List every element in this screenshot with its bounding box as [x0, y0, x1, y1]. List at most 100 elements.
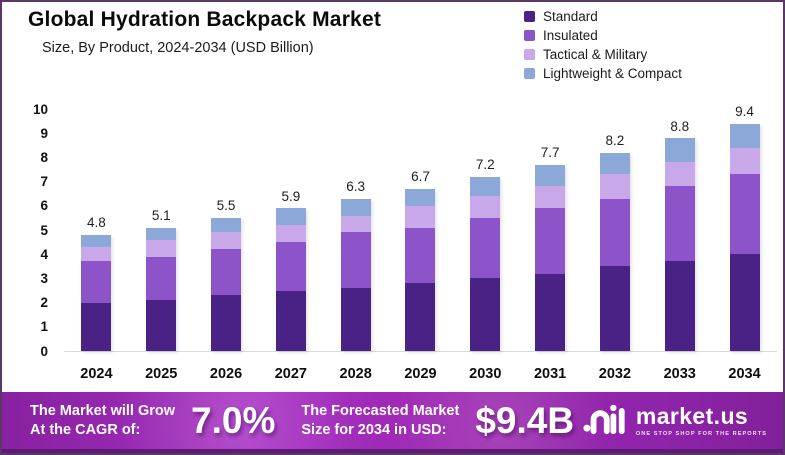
bar-total-label: 5.1 — [151, 208, 171, 224]
y-axis-tick-label: 7 — [40, 173, 48, 189]
legend-item-lightweight-compact: Lightweight & Compact — [524, 66, 682, 81]
bar-total-label: 6.7 — [411, 169, 430, 185]
bar-segment-lightweight-compact — [405, 188, 436, 206]
x-axis-label: 2028 — [339, 366, 372, 382]
bar-segment-tactical-military — [470, 196, 501, 218]
cagr-label: The Market will Grow At the CAGR of: — [30, 402, 175, 440]
bar-segment-insulated — [146, 256, 177, 301]
bar-segment-tactical-military — [211, 232, 242, 250]
x-axis-label: 2024 — [80, 366, 113, 382]
legend-swatch-standard — [524, 11, 535, 22]
bar-total-label: 5.5 — [216, 198, 236, 214]
bar-column-2031: 7.7 2031 — [518, 109, 583, 382]
bar-segment-insulated — [729, 174, 760, 255]
bar-segment-tactical-military — [405, 205, 436, 228]
bar-total-label: 9.4 — [735, 104, 754, 120]
legend-label: Lightweight & Compact — [543, 66, 682, 81]
bar-segment-insulated — [405, 227, 436, 284]
bar-segment-standard — [211, 295, 242, 351]
stacked-bar — [211, 217, 242, 351]
x-axis-label: 2026 — [209, 366, 243, 382]
bar-total-label: 4.8 — [87, 215, 106, 231]
bar-column-2034: 9.4 2034 — [712, 105, 777, 382]
bar-segment-lightweight-compact — [470, 176, 501, 197]
bar-column-2027: 5.9 2027 — [258, 109, 323, 382]
bar-segment-standard — [470, 278, 501, 351]
y-axis-tick-label: 3 — [40, 270, 48, 286]
stacked-bar — [729, 123, 760, 351]
bar-total-label: 7.2 — [475, 157, 495, 173]
y-axis-tick-label: 8 — [40, 149, 48, 165]
stacked-bar — [340, 198, 371, 351]
bar-column-2028: 6.3 2028 — [323, 109, 388, 382]
bar-column-2032: 8.2 2032 — [583, 109, 648, 382]
banner-bottom-strip — [2, 449, 783, 453]
y-axis-tick-label: 1 — [40, 319, 48, 335]
bar-segment-tactical-military — [275, 225, 306, 243]
bar-segment-lightweight-compact — [211, 217, 242, 233]
bar-total-label: 8.8 — [670, 118, 690, 134]
forecast-value: $9.4B — [475, 400, 575, 441]
stacked-bar — [81, 234, 112, 351]
y-axis-tick-label: 0 — [40, 343, 48, 359]
bar-segment-tactical-military — [146, 239, 177, 257]
stacked-bar — [405, 188, 436, 351]
bar-segment-lightweight-compact — [81, 234, 112, 247]
bar-total-label: 5.9 — [281, 188, 301, 204]
bar-column-2026: 5.5 2026 — [194, 109, 259, 382]
bar-segment-lightweight-compact — [340, 198, 371, 216]
bar-column-2029: 6.7 2029 — [388, 109, 453, 382]
bar-column-2025: 5.1 2025 — [129, 109, 194, 382]
cagr-value: 7.0% — [191, 400, 276, 441]
bar-segment-insulated — [599, 198, 630, 267]
y-axis-tick-label: 4 — [40, 246, 48, 262]
logo-tagline: ONE STOP SHOP FOR THE REPORTS — [635, 430, 767, 437]
legend-swatch-lightweight-compact — [524, 68, 535, 79]
bar-segment-standard — [729, 254, 760, 351]
cagr-label-line1: The Market will Grow — [30, 402, 176, 419]
x-axis-label: 2025 — [145, 366, 178, 382]
y-axis-tick-label: 5 — [40, 222, 48, 238]
x-axis-label: 2033 — [663, 366, 696, 382]
bar-segment-lightweight-compact — [146, 227, 177, 240]
x-axis-label: 2029 — [404, 366, 437, 382]
bar-segment-lightweight-compact — [729, 123, 760, 148]
bar-column-2033: 8.8 2033 — [647, 109, 712, 382]
chart-title: Global Hydration Backpack Market — [28, 8, 382, 31]
bar-total-label: 6.3 — [346, 179, 366, 195]
bar-segment-lightweight-compact — [275, 208, 306, 226]
bar-segment-tactical-military — [664, 162, 695, 187]
stacked-bar — [470, 176, 501, 351]
bar-segment-tactical-military — [340, 215, 371, 233]
market-us-logo-icon — [583, 400, 627, 441]
forecast-label-line2: Size for 2034 in USD: — [301, 421, 447, 438]
x-axis-label: 2027 — [274, 366, 307, 382]
bar-segment-lightweight-compact — [664, 138, 695, 163]
bar-segment-insulated — [211, 249, 242, 296]
x-axis-label: 2030 — [469, 366, 502, 382]
bar-segment-standard — [664, 261, 695, 351]
bar-segment-standard — [146, 300, 177, 351]
legend-item-standard: Standard — [524, 9, 682, 24]
legend-swatch-insulated — [524, 30, 535, 41]
y-axis-tick-label: 9 — [40, 125, 48, 141]
legend-label: Standard — [543, 9, 598, 24]
bar-segment-standard — [340, 288, 371, 351]
market-us-logo: market.us ONE STOP SHOP FOR THE REPORTS — [583, 400, 767, 441]
y-axis-tick-label: 10 — [32, 101, 48, 117]
bar-segment-insulated — [664, 186, 695, 262]
legend-label: Insulated — [543, 28, 598, 43]
legend-item-insulated: Insulated — [524, 28, 682, 43]
stacked-bar — [535, 164, 566, 351]
plot-area: 4.8 2024 5.1 2025 5.5 2026 5.9 2027 6.3 2028 6.7 20… — [64, 105, 777, 382]
legend-swatch-tactical-military — [524, 49, 535, 60]
stacked-bar — [599, 152, 630, 351]
bar-segment-standard — [535, 273, 566, 351]
bar-segment-standard — [275, 290, 306, 351]
bar-segment-standard — [599, 266, 630, 351]
cagr-banner: The Market will Grow At the CAGR of: 7.0… — [2, 392, 783, 453]
x-axis-label: 2032 — [598, 366, 632, 382]
bar-segment-insulated — [340, 232, 371, 289]
x-axis-label: 2031 — [533, 366, 567, 382]
